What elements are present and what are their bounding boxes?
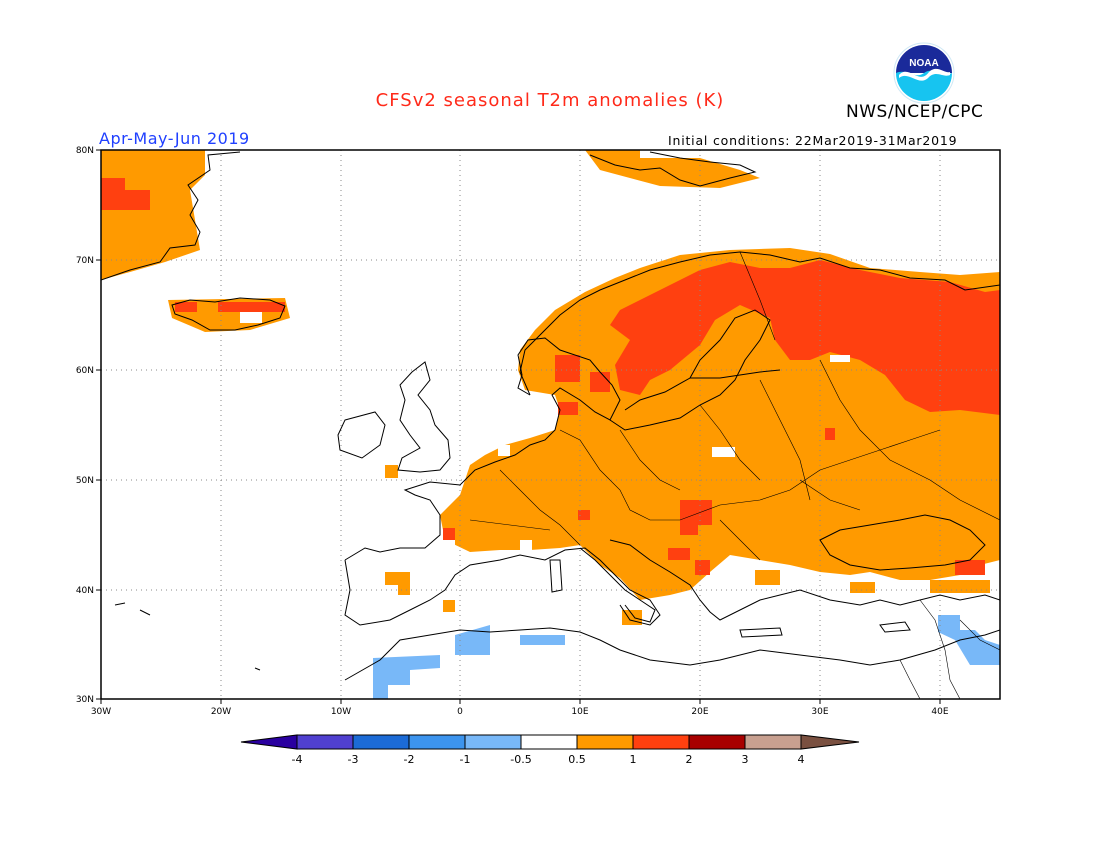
coastline-ireland (337, 411, 386, 459)
colorbar-segment-neg1-neg05 (464, 734, 522, 750)
anomaly-region-iceland-strong (175, 302, 285, 312)
noaa-logo: NOAA (893, 42, 955, 104)
anomaly-region-north-africa-negative (373, 615, 1000, 699)
colorbar-label: 1 (629, 753, 637, 766)
colorbar-label: 4 (797, 753, 805, 766)
colorbar-segment-neg4-neg3 (296, 734, 354, 750)
coastline-north-africa (344, 627, 1000, 681)
coastline-gulf-finland (690, 369, 781, 379)
coastline-italy (579, 547, 656, 623)
colorbar (240, 734, 860, 750)
border-middle-east (899, 599, 1000, 699)
anomaly-region-caucasus-strong (955, 560, 985, 575)
anomaly-region-svalbard (585, 150, 760, 188)
lon-label-0: 0 (457, 707, 463, 717)
coastline-svalbard (589, 151, 757, 187)
initial-conditions-label: Initial conditions: 22Mar2019-31Mar2019 (668, 133, 958, 148)
lon-label-20e: 20E (691, 707, 708, 717)
colorbar-label: 3 (741, 753, 749, 766)
colorbar-segment-3-4 (744, 734, 802, 750)
anomaly-region-turkey (755, 570, 990, 593)
coastline-scandinavia (519, 251, 1000, 396)
colorbar-segment-above-4 (800, 734, 860, 750)
colorbar-segment-neg3-neg2 (352, 734, 410, 750)
chart-title: CFSv2 seasonal T2m anomalies (K) (375, 90, 725, 111)
colorbar-segment-2-3 (688, 734, 746, 750)
coastline-britain (397, 361, 451, 473)
coastline-baltic (609, 309, 771, 431)
coastline-europe-west (344, 337, 621, 561)
coastline-mediterranean-north (344, 547, 661, 626)
lat-label-40n: 40N (76, 586, 94, 596)
agency-label: NWS/NCEP/CPC (846, 102, 984, 122)
border-lines (469, 251, 1000, 561)
colorbar-segment-05-1 (576, 734, 634, 750)
lat-label-50n: 50N (76, 476, 94, 486)
lon-label-10w: 10W (331, 707, 351, 717)
season-label: Apr-May-Jun 2019 (99, 129, 250, 148)
colorbar-label: -4 (291, 753, 303, 766)
lat-label-70n: 70N (76, 256, 94, 266)
lat-label-80n: 80N (76, 146, 94, 156)
colorbar-label: 2 (685, 753, 693, 766)
coastline-cyprus (879, 621, 911, 633)
anomaly-region-greenland (101, 150, 205, 280)
axis-ticks (96, 149, 941, 704)
colorbar-label: -1 (459, 753, 471, 766)
coastlines (101, 151, 1000, 699)
lon-label-10e: 10E (571, 707, 588, 717)
anomaly-fields (101, 150, 1000, 699)
lat-label-30n: 30N (76, 695, 94, 705)
colorbar-label: -3 (347, 753, 359, 766)
colorbar-label: 0.5 (568, 753, 586, 766)
colorbar-segment-1-2 (632, 734, 690, 750)
colorbar-segment-below-neg4 (240, 734, 298, 750)
colorbar-segment-neutral (520, 734, 578, 750)
coastline-greenland (101, 151, 241, 281)
coastline-black-sea (819, 514, 986, 571)
coastline-canaries (114, 602, 261, 671)
anomaly-region-greenland-strong (101, 178, 150, 210)
anomaly-region-norway-coast-strong (555, 355, 610, 415)
coastline-crete (739, 627, 783, 638)
lon-label-20w: 20W (211, 707, 231, 717)
map-frame (100, 149, 1001, 700)
lat-label-60n: 60N (76, 366, 94, 376)
lon-label-30w: 30W (91, 707, 111, 717)
lon-label-30e: 30E (811, 707, 828, 717)
coastline-adriatic (609, 539, 1000, 621)
anomaly-region-scandinavia-strong (610, 260, 1000, 415)
colorbar-segment-neg2-neg1 (408, 734, 466, 750)
noaa-logo-text: NOAA (909, 58, 938, 69)
lon-label-40e: 40E (931, 707, 948, 717)
coastline-sardinia (549, 559, 563, 593)
coastline-iceland (171, 297, 286, 331)
colorbar-label: -2 (403, 753, 415, 766)
colorbar-label: -0.5 (510, 753, 532, 766)
